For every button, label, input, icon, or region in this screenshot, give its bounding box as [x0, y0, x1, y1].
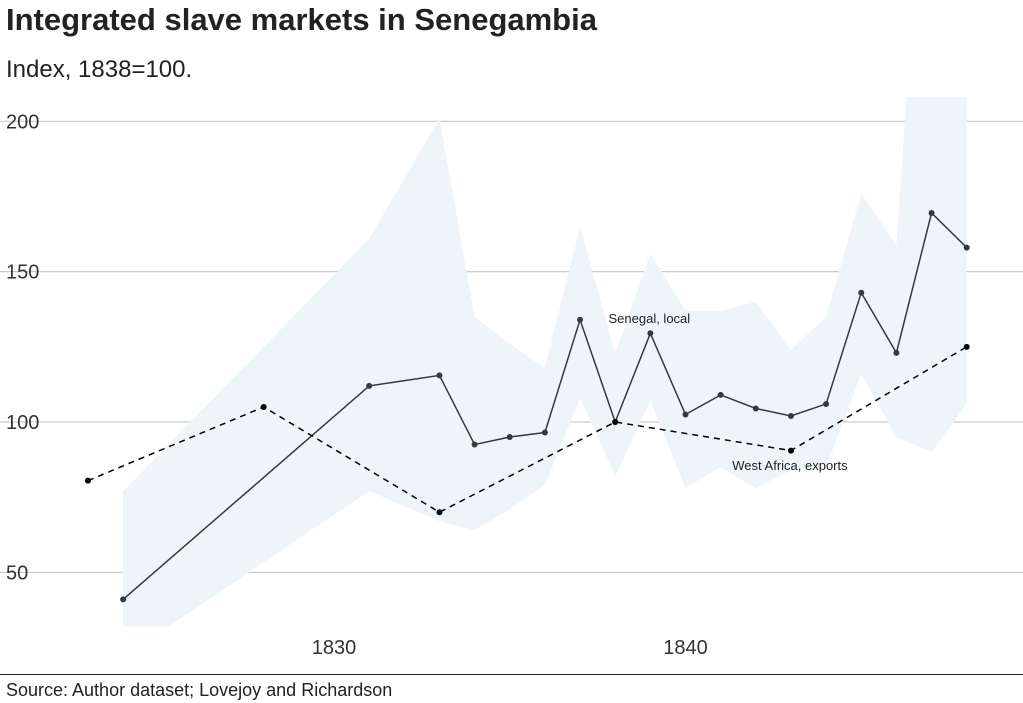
y-tick-label: 50: [6, 562, 28, 584]
y-axis-ticks: 50 100 150 200: [6, 111, 39, 584]
chart-subtitle: Index, 1838=100.: [6, 56, 193, 83]
data-point: [752, 405, 759, 412]
data-point: [436, 509, 443, 516]
chart-source: Source: Author dataset; Lovejoy and Rich…: [6, 680, 393, 700]
data-point: [893, 349, 900, 356]
chart-title: Integrated slave markets in Senegambia: [6, 2, 597, 37]
y-tick-label: 200: [6, 111, 39, 133]
y-tick-label: 150: [6, 262, 39, 284]
y-tick-label: 100: [6, 412, 39, 434]
senegal-local-line: [122, 211, 968, 600]
data-point: [963, 343, 970, 350]
data-point: [647, 330, 654, 337]
annotations: Senegal, local West Africa, exports: [609, 311, 849, 473]
source-divider: [0, 674, 1023, 675]
data-point: [541, 429, 548, 436]
data-point: [928, 210, 935, 217]
data-point: [471, 441, 478, 448]
data-point: [120, 596, 127, 603]
data-point: [787, 447, 794, 454]
data-point: [577, 316, 584, 323]
data-point: [84, 477, 91, 484]
range-band-area: [123, 97, 967, 627]
data-point: [823, 400, 830, 407]
data-point: [963, 244, 970, 251]
series-points: [84, 210, 970, 603]
data-point: [506, 434, 513, 441]
data-point: [366, 382, 373, 389]
data-point: [612, 419, 619, 425]
series-lines: [87, 211, 968, 600]
data-point: [858, 289, 865, 296]
data-point: [787, 412, 794, 419]
x-tick-label: 1830: [312, 637, 357, 659]
range-band: [123, 97, 967, 627]
data-point: [682, 411, 689, 418]
data-point: [260, 403, 267, 410]
series-label: Senegal, local: [609, 311, 691, 326]
x-tick-label: 1840: [663, 637, 708, 659]
data-point: [717, 391, 724, 398]
west-africa-exports-line: [87, 346, 968, 514]
x-axis-ticks: 1830 1840: [312, 637, 708, 659]
series-label: West Africa, exports: [732, 458, 848, 473]
data-point: [436, 372, 443, 379]
